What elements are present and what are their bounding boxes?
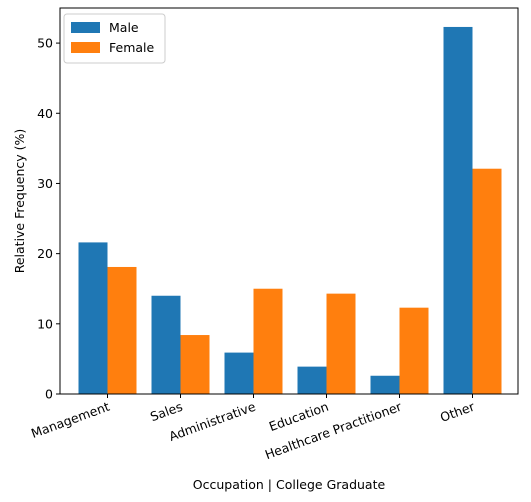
legend: Male Female — [63, 13, 166, 64]
x-tick-label: Management — [29, 399, 112, 441]
legend-swatch-male — [71, 22, 100, 33]
x-axis-label: Occupation | College Graduate — [193, 477, 386, 492]
bar-female-healthcare-practitioner — [399, 307, 429, 394]
bar-female-sales — [180, 335, 210, 394]
y-axis-label: Relative Frequency (%) — [12, 129, 27, 274]
bars-layer — [78, 26, 502, 394]
legend-label-female: Female — [109, 40, 155, 55]
bar-male-education — [297, 366, 327, 394]
legend-label-male: Male — [109, 20, 139, 35]
bar-female-other — [472, 168, 502, 394]
legend-swatch-female — [71, 42, 100, 53]
plot-frame — [59, 7, 519, 395]
y-axis: 0 10 20 30 40 50 — [37, 36, 60, 402]
bar-female-education — [326, 293, 356, 394]
y-tick-label: 30 — [37, 176, 53, 191]
bar-female-management — [107, 266, 137, 394]
bar-male-administrative — [224, 352, 254, 394]
y-tick-label: 10 — [37, 316, 53, 331]
y-tick-label: 20 — [37, 246, 53, 261]
bar-male-other — [443, 26, 473, 394]
x-tick-label: Sales — [148, 399, 184, 424]
bar-male-sales — [151, 295, 181, 394]
x-tick-label: Other — [438, 398, 477, 425]
bar-male-healthcare-practitioner — [370, 375, 400, 394]
y-tick-label: 0 — [45, 387, 53, 402]
y-tick-label: 40 — [37, 106, 53, 121]
x-tick-label: Healthcare Practitioner — [263, 398, 404, 462]
bar-female-administrative — [253, 288, 283, 394]
y-tick-label: 50 — [37, 36, 53, 51]
bar-male-management — [78, 242, 108, 394]
